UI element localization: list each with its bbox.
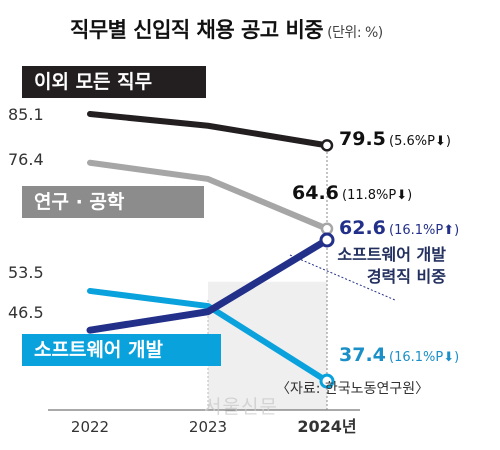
- series-line-research: [87, 159, 330, 232]
- series-tag-sw-dev: 소프트웨어 개발: [22, 334, 221, 366]
- unit-label: (단위: %): [327, 25, 383, 41]
- series-line-other: [87, 111, 330, 149]
- end-value-label-swexp: 62.6: [339, 217, 386, 239]
- source-note: 〈자료: 한국노동연구원〉: [276, 381, 430, 397]
- series-end-point-research: [320, 222, 334, 236]
- series-tag-other-jobs: 이외 모든 직무: [22, 66, 206, 98]
- start-value-label-swexp: 46.5: [8, 303, 44, 322]
- chart-title: 직무별 신입직 채용 공고 비중 (단위: %): [70, 18, 383, 42]
- series-tag-research-eng: 연구 · 공학: [22, 186, 204, 218]
- series-end-point-other: [320, 139, 334, 152]
- end-change-label-swexp: (16.1%P⬆): [389, 223, 459, 238]
- x-tick-label: 2022: [71, 418, 109, 436]
- series-line-swexp: [86, 236, 331, 334]
- end-value-label-other: 79.5: [339, 128, 386, 150]
- end-value-label-sw: 37.4: [339, 344, 386, 366]
- note-leader-line: [289, 254, 396, 301]
- x-tick-label: 2024년: [297, 417, 356, 436]
- series-line-sw: [87, 287, 330, 385]
- start-value-label-research: 76.4: [8, 150, 44, 169]
- end-change-label-sw: (16.1%P⬇): [389, 350, 459, 365]
- start-value-label-other: 85.1: [8, 105, 44, 124]
- end-value-label-research: 64.6: [292, 182, 339, 204]
- end-change-label-research: (11.8%P⬇): [342, 188, 412, 203]
- note-line-1: 소프트웨어 개발: [337, 245, 446, 264]
- series-end-point-sw: [319, 373, 335, 389]
- x-tick-label: 2023: [189, 418, 227, 436]
- watermark-logo: 서울신문: [204, 396, 278, 418]
- start-value-label-sw: 53.5: [8, 263, 44, 282]
- series-note-sw-experienced: 소프트웨어 개발 경력직 비중: [337, 244, 446, 288]
- note-line-2: 경력직 비중: [366, 267, 446, 286]
- series-end-point-swexp: [319, 232, 335, 248]
- end-change-label-other: (5.6%P⬇): [389, 134, 451, 149]
